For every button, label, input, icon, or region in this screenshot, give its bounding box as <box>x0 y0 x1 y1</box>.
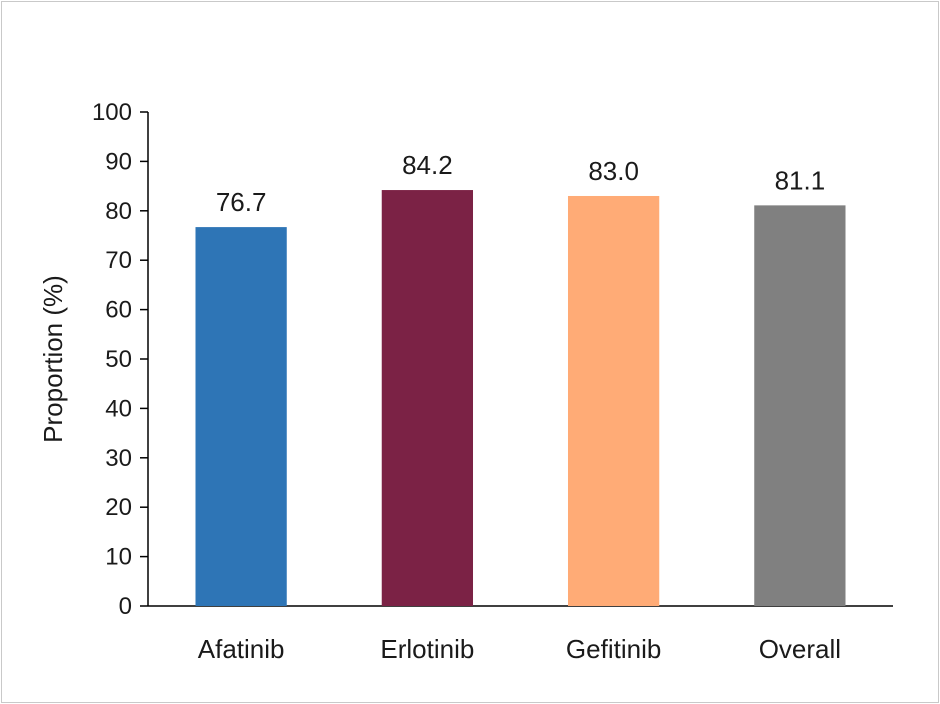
y-axis-label: Proportion (%) <box>38 275 68 443</box>
bar <box>195 227 287 607</box>
y-tick-label: 60 <box>105 297 132 324</box>
x-category-label: Erlotinib <box>380 634 474 664</box>
data-label: 83.0 <box>588 156 639 186</box>
y-tick-label: 100 <box>92 99 132 126</box>
y-tick-label: 10 <box>105 544 132 571</box>
bar <box>567 195 660 607</box>
x-category-label: Gefitinib <box>566 634 661 664</box>
y-tick-label: 0 <box>119 593 132 620</box>
data-label: 84.2 <box>402 150 453 180</box>
x-axis-categories: Afatinib Erlotinib Gefitinib Overall <box>198 634 841 664</box>
y-tick-label: 80 <box>105 198 132 225</box>
y-axis: 0 10 20 30 40 50 60 70 80 90 100 <box>92 99 893 620</box>
bars <box>195 190 846 607</box>
y-tick-label: 70 <box>105 247 132 274</box>
y-tick-label: 30 <box>105 445 132 472</box>
data-label: 76.7 <box>216 187 267 217</box>
x-category-label: Afatinib <box>198 634 285 664</box>
bar <box>381 190 474 606</box>
y-tick-label: 90 <box>105 148 132 175</box>
y-tick-label: 50 <box>105 346 132 373</box>
data-labels: 76.7 84.2 83.0 81.1 <box>216 150 825 217</box>
y-tick-label: 20 <box>105 494 132 521</box>
bar <box>754 205 846 606</box>
x-category-label: Overall <box>759 634 841 664</box>
y-tick-label: 40 <box>105 395 132 422</box>
data-label: 81.1 <box>775 165 826 195</box>
